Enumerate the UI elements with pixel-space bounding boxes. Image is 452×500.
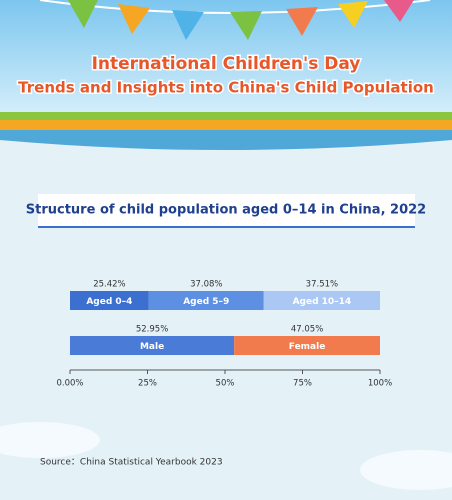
x-tick-label: 50% (216, 379, 235, 389)
plot: 0.00% 25% 50% 75% 100% Aged 0–4 25.42% Aged 5–9… (56, 280, 392, 389)
x-tick-label: 75% (293, 379, 312, 389)
value-label: 25.42% (93, 280, 125, 290)
value-label: 37.51% (306, 280, 338, 290)
segment-label: Aged 0–4 (86, 297, 132, 307)
sky-banner (0, 0, 452, 120)
chart-title: Structure of child population aged 0–14 … (26, 203, 426, 218)
bar-segment (234, 336, 380, 355)
segment-label: Male (140, 342, 164, 352)
value-label: 52.95% (136, 325, 168, 335)
bar-segment (148, 291, 264, 310)
bar-segment (70, 336, 235, 355)
orange-stripe (0, 120, 452, 130)
x-tick-label: 0.00% (56, 379, 83, 389)
bar-segment (70, 291, 149, 310)
x-tick-label: 100% (368, 379, 392, 389)
x-tick-label: 25% (138, 379, 157, 389)
page-subtitle: Trends and Insights into China's Child P… (18, 79, 434, 97)
grass-stripe (0, 112, 452, 120)
cloud (360, 450, 452, 490)
value-label: 47.05% (291, 325, 323, 335)
cloud (0, 422, 100, 458)
bunting (39, 0, 431, 40)
water-stripe (0, 130, 452, 150)
bar-segment (263, 291, 381, 310)
value-label: 37.08% (190, 280, 222, 290)
chart-title-underline (38, 226, 415, 228)
segment-label: Female (289, 342, 326, 352)
page-title: International Children's Day (92, 54, 361, 74)
segment-label: Aged 10–14 (293, 297, 352, 307)
source-note: Source：China Statistical Yearbook 2023 (40, 458, 223, 468)
chart-title-box (38, 194, 415, 226)
segment-label: Aged 5–9 (183, 297, 229, 307)
